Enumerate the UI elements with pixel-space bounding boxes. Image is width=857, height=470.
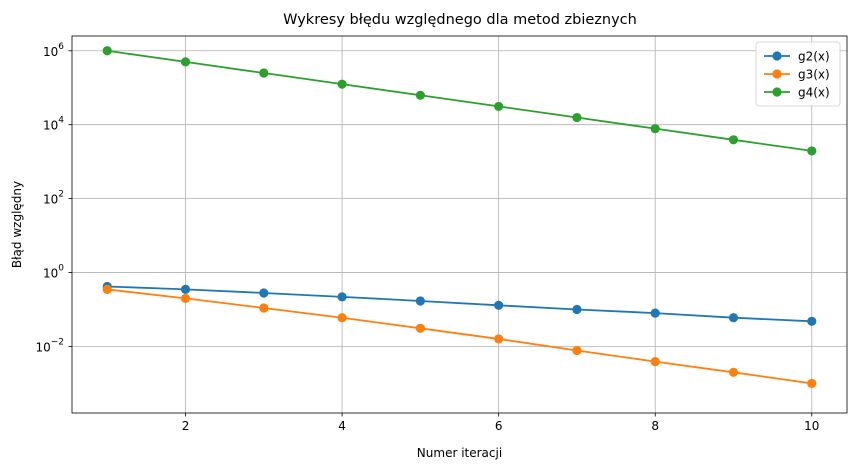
- y-axis-label: Błąd względny: [10, 181, 24, 268]
- data-point: [650, 308, 660, 318]
- series-line: [107, 285, 812, 323]
- data-point: [572, 304, 582, 315]
- data-point: [807, 146, 817, 156]
- chart-title: Wykresy błędu względnego dla metod zbiez…: [283, 12, 637, 28]
- series-g2x: [102, 281, 817, 326]
- data-point: [180, 284, 191, 295]
- x-tick-label: 4: [338, 419, 346, 433]
- y-tick-label: 102: [43, 190, 64, 207]
- legend-label: g2(x): [798, 50, 830, 64]
- axis-ticks: 2 4 6 8 10 10−2 100 102 104 106: [35, 42, 819, 433]
- data-point: [572, 345, 582, 356]
- data-point: [102, 284, 112, 295]
- data-point: [259, 288, 269, 298]
- data-point: [415, 323, 425, 333]
- x-tick-label: 10: [804, 419, 819, 433]
- data-point: [102, 46, 112, 56]
- data-point: [572, 112, 582, 123]
- y-tick-label: 100: [43, 264, 64, 281]
- x-tick-label: 6: [495, 419, 503, 433]
- legend-marker: [772, 87, 782, 97]
- data-point: [494, 300, 504, 310]
- grid: [72, 36, 847, 413]
- legend-label: g4(x): [798, 86, 830, 100]
- data-point: [180, 57, 191, 67]
- x-tick-label: 8: [651, 419, 659, 433]
- series-layer: [102, 46, 817, 389]
- data-point: [650, 356, 660, 367]
- legend-marker: [772, 51, 782, 61]
- data-point: [337, 292, 347, 302]
- data-point: [415, 90, 425, 100]
- series-g4x: [102, 46, 817, 156]
- legend: g2(x) g3(x) g4(x): [755, 41, 841, 107]
- legend-label: g3(x): [798, 68, 830, 82]
- data-point: [494, 101, 504, 112]
- data-point: [337, 313, 347, 323]
- data-point: [337, 79, 347, 89]
- x-tick-label: 2: [182, 419, 190, 433]
- data-point: [807, 378, 817, 389]
- data-point: [494, 334, 504, 344]
- series-line: [107, 288, 812, 385]
- y-tick-label: 104: [43, 116, 64, 133]
- series-line: [107, 49, 812, 152]
- plot-area-frame: [71, 35, 848, 414]
- data-point: [650, 124, 660, 134]
- data-point: [728, 135, 739, 145]
- series-g3x: [102, 284, 817, 389]
- data-point: [728, 367, 739, 377]
- y-tick-label: 10−2: [35, 337, 64, 354]
- data-point: [415, 296, 425, 306]
- data-point: [259, 303, 269, 313]
- data-point: [259, 68, 269, 78]
- data-point: [728, 313, 739, 323]
- data-point: [807, 316, 817, 326]
- y-tick-label: 106: [43, 42, 64, 59]
- data-point: [180, 293, 191, 303]
- legend-marker: [772, 69, 782, 79]
- x-axis-label: Numer iteracji: [417, 446, 502, 460]
